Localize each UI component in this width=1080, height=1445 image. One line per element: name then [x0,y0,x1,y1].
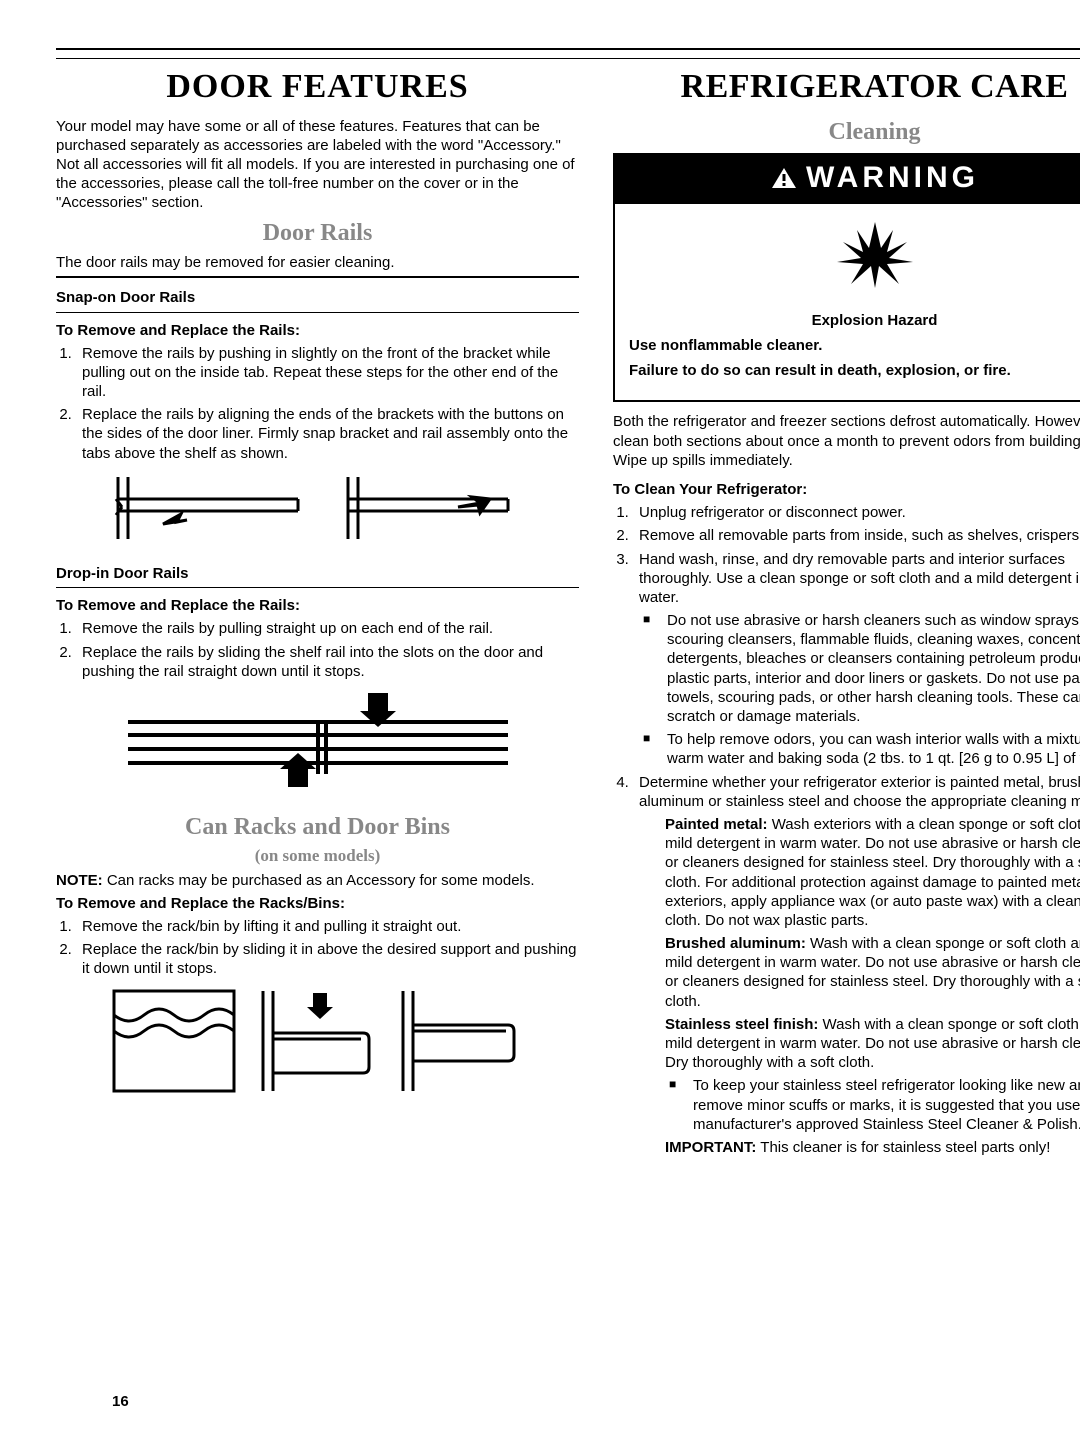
snap-on-label: Snap-on Door Rails [56,288,579,307]
list-item: Replace the rails by aligning the ends o… [76,405,579,463]
hazard-line2: Failure to do so can result in death, ex… [629,361,1080,380]
alert-icon [770,166,798,190]
door-rails-heading: Door Rails [56,218,579,249]
list-item: To keep your stainless steel refrigerato… [687,1076,1080,1134]
warning-bar: WARNING [615,155,1080,203]
clean-label: To Clean Your Refrigerator: [613,480,1080,499]
remove-replace-bins-label: To Remove and Replace the Racks/Bins: [56,894,579,913]
refrigerator-care-title: REFRIGERATOR CARE [613,65,1080,109]
drop-in-rail-figure [56,687,579,802]
can-racks-subnote: (on some models) [56,845,579,867]
can-racks-steps: Remove the rack/bin by lifting it and pu… [56,917,579,979]
page-number: 16 [112,1392,129,1411]
warning-text: Explosion Hazard Use nonflammable cleane… [615,303,1080,401]
remove-replace-rails-label-1: To Remove and Replace the Rails: [56,321,579,340]
hazard-line1: Use nonflammable cleaner. [629,336,1080,355]
list-item: Remove the rails by pulling straight up … [76,619,579,638]
step3-bullets: Do not use abrasive or harsh cleaners su… [639,611,1080,769]
stainless-bullet: To keep your stainless steel refrigerato… [665,1076,1080,1134]
explosion-icon [615,204,1080,303]
can-racks-heading: Can Racks and Door Bins [56,812,579,843]
can-racks-note: NOTE: Can racks may be purchased as an A… [56,871,579,890]
brushed-aluminum: Brushed aluminum: Wash with a clean spon… [665,934,1080,1011]
stainless-steel: Stainless steel finish: Wash with a clea… [665,1015,1080,1073]
clean-steps: Unplug refrigerator or disconnect power.… [613,503,1080,1157]
list-item: Replace the rails by sliding the shelf r… [76,643,579,681]
list-item: Unplug refrigerator or disconnect power. [633,503,1080,522]
warning-box: WARNING Explosion Hazard Use nonflammabl… [613,153,1080,402]
list-item: Remove the rails by pushing in slightly … [76,344,579,402]
door-features-title: DOOR FEATURES [56,65,579,109]
right-column: REFRIGERATOR CARE Cleaning WARNING Explo… [613,59,1080,1163]
important-note: IMPORTANT: This cleaner is for stainless… [665,1138,1080,1157]
list-item: Determine whether your refrigerator exte… [633,773,1080,1158]
list-item: Hand wash, rinse, and dry removable part… [633,550,1080,769]
can-racks-figure [56,985,579,1105]
remove-replace-rails-label-2: To Remove and Replace the Rails: [56,596,579,615]
list-item: Replace the rack/bin by sliding it in ab… [76,940,579,978]
door-rails-intro: The door rails may be removed for easier… [56,253,579,272]
snap-on-steps: Remove the rails by pushing in slightly … [56,344,579,463]
list-item: Do not use abrasive or harsh cleaners su… [661,611,1080,726]
defrost-intro: Both the refrigerator and freezer sectio… [613,412,1080,470]
drop-in-label: Drop-in Door Rails [56,564,579,583]
cleaning-heading: Cleaning [613,117,1080,148]
list-item: To help remove odors, you can wash inter… [661,730,1080,768]
snap-on-rail-figure [56,469,579,554]
list-item: Remove the rack/bin by lifting it and pu… [76,917,579,936]
hazard-title: Explosion Hazard [629,311,1080,330]
painted-metal: Painted metal: Wash exteriors with a cle… [665,815,1080,930]
drop-in-steps: Remove the rails by pulling straight up … [56,619,579,681]
door-features-intro: Your model may have some or all of these… [56,117,579,213]
left-column: DOOR FEATURES Your model may have some o… [56,59,579,1163]
list-item: Remove all removable parts from inside, … [633,526,1080,545]
